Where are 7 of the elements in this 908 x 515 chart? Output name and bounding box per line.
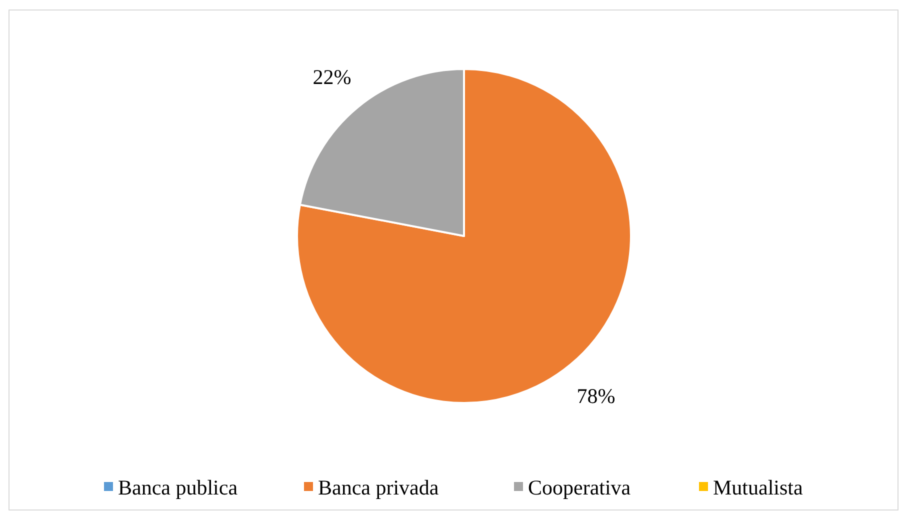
pie-slice [296, 68, 632, 404]
data-label: 78% [576, 384, 616, 408]
legend-label: Banca publica [118, 475, 238, 500]
legend-label: Mutualista [713, 475, 804, 500]
legend-label: Cooperativa [528, 475, 632, 500]
data-label: 22% [312, 64, 352, 89]
legend-label: Banca privada [318, 475, 440, 500]
